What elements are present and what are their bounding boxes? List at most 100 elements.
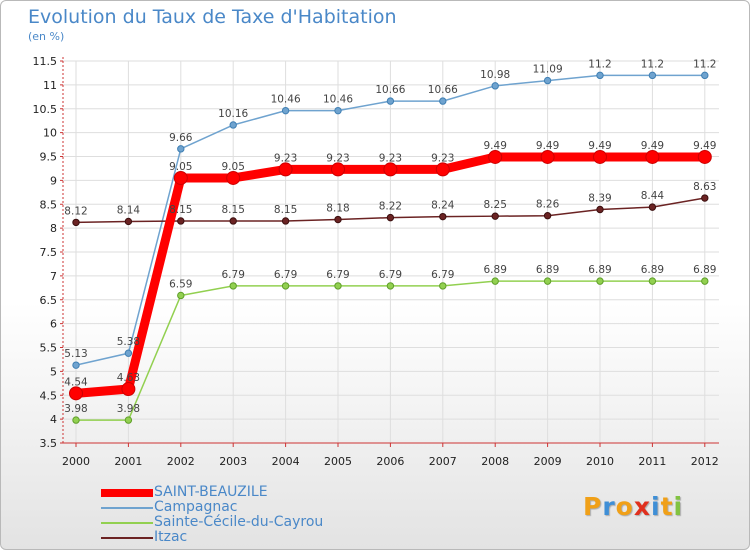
logo-letter: P	[583, 492, 603, 521]
data-label-campagnac: 11.2	[693, 58, 716, 70]
data-point-sainte-cecile	[543, 277, 552, 285]
data-label-saint-beauzile: 9.49	[588, 140, 611, 152]
data-point-campagnac	[281, 106, 290, 115]
x-tick-label: 2007	[429, 455, 457, 468]
data-label-itzac: 8.25	[484, 199, 507, 211]
x-tick-label: 2000	[62, 455, 90, 468]
data-point-itzac	[177, 217, 185, 225]
x-tick-label: 2004	[272, 455, 300, 468]
data-label-itzac: 8.14	[117, 204, 141, 216]
data-point-itzac	[491, 212, 499, 220]
data-label-sainte-cecile: 6.89	[641, 264, 664, 276]
chart-title: Evolution du Taux de Taxe d'Habitation	[28, 6, 397, 28]
data-point-saint-beauzile	[121, 382, 136, 397]
data-point-itzac	[281, 217, 290, 225]
legend-swatch-campagnac	[101, 507, 153, 509]
data-label-itzac: 8.26	[536, 199, 560, 211]
data-label-sainte-cecile: 6.89	[536, 264, 559, 276]
data-point-itzac	[334, 215, 342, 224]
x-tick-label: 2008	[481, 455, 509, 468]
axes: 3.5 4 4.5 5 5.5 6 6.5 7 7.5 8 8.5 9 9.5 10 10.5 11 11.5 2…	[33, 55, 719, 468]
data-label-sainte-cecile: 6.79	[431, 269, 454, 281]
data-point-itzac	[543, 212, 552, 220]
data-label-itzac: 8.15	[222, 204, 245, 216]
legend-swatch-itzac	[101, 537, 153, 539]
y-tick-label: 11	[43, 79, 57, 92]
data-point-sainte-cecile	[281, 282, 290, 290]
data-label-saint-beauzile: 9.49	[693, 140, 716, 152]
data-label-itzac: 8.44	[641, 190, 665, 202]
data-point-saint-beauzile	[226, 170, 241, 185]
series-points	[69, 71, 712, 424]
data-point-itzac	[596, 205, 604, 214]
data-label-saint-beauzile: 9.49	[484, 140, 507, 152]
data-label-sainte-cecile: 3.98	[64, 403, 87, 415]
logo-letter: t	[660, 492, 674, 521]
data-point-sainte-cecile	[229, 282, 237, 290]
x-tick-label: 2006	[376, 455, 404, 468]
data-point-campagnac	[177, 145, 185, 153]
data-label-campagnac: 11.2	[588, 58, 611, 70]
data-label-saint-beauzile: 9.23	[326, 152, 349, 164]
y-tick-label: 3.5	[40, 437, 58, 450]
data-label-campagnac: 10.66	[428, 84, 458, 96]
data-label-sainte-cecile: 6.89	[484, 264, 507, 276]
data-point-itzac	[701, 194, 709, 202]
data-label-saint-beauzile: 9.23	[379, 152, 402, 164]
data-label-campagnac: 11.09	[533, 64, 563, 76]
data-point-saint-beauzile	[488, 149, 503, 164]
y-tick-label: 8.5	[40, 198, 58, 211]
data-label-saint-beauzile: 9.49	[641, 140, 664, 152]
data-point-itzac	[72, 218, 80, 227]
data-label-campagnac: 5.38	[117, 336, 140, 348]
logo-letter: x	[633, 492, 651, 521]
x-tick-label: 2010	[586, 455, 614, 468]
y-tick-label: 4.5	[40, 389, 58, 402]
data-point-sainte-cecile	[596, 277, 604, 285]
data-label-saint-beauzile: 4.54	[64, 376, 88, 388]
data-point-saint-beauzile	[697, 149, 712, 164]
data-point-campagnac	[648, 71, 657, 80]
data-label-saint-beauzile: 4.63	[117, 372, 140, 384]
y-tick-label: 7	[50, 270, 57, 283]
data-point-saint-beauzile	[69, 386, 83, 401]
data-label-itzac: 8.39	[588, 193, 611, 205]
data-label-itzac: 8.12	[64, 205, 87, 217]
data-point-campagnac	[72, 361, 80, 369]
data-point-campagnac	[439, 97, 447, 105]
data-label-campagnac: 10.16	[218, 108, 248, 120]
data-point-sainte-cecile	[491, 277, 499, 285]
data-point-saint-beauzile	[435, 162, 450, 177]
data-point-saint-beauzile	[593, 149, 607, 164]
y-tick-label: 9	[50, 174, 57, 187]
data-label-itzac: 8.22	[379, 201, 402, 213]
data-label-itzac: 8.24	[431, 200, 455, 212]
data-point-saint-beauzile	[331, 162, 345, 177]
data-point-campagnac	[386, 97, 395, 105]
data-point-sainte-cecile	[648, 277, 657, 285]
x-tick-label: 2003	[219, 455, 247, 468]
data-label-sainte-cecile: 6.79	[379, 269, 402, 281]
data-point-sainte-cecile	[124, 416, 133, 424]
chart-subtitle: (en %)	[28, 30, 65, 43]
y-tick-label: 5	[50, 365, 57, 378]
x-tick-label: 2012	[691, 455, 719, 468]
data-label-itzac: 8.15	[169, 204, 192, 216]
data-label-sainte-cecile: 6.79	[326, 269, 349, 281]
y-tick-label: 7.5	[40, 246, 58, 259]
logo-letter: i	[673, 492, 684, 521]
legend-label: Sainte-Cécile-du-Cayrou	[154, 514, 324, 530]
data-label-campagnac: 11.2	[641, 58, 664, 70]
y-tick-label: 11.5	[33, 55, 58, 68]
legend-label: Itzac	[154, 529, 188, 545]
legend-label: SAINT-BEAUZILE	[154, 484, 268, 500]
logo-letter: o	[615, 492, 634, 521]
data-label-campagnac: 10.98	[480, 69, 510, 81]
y-tick-label: 6	[50, 318, 57, 331]
y-tick-label: 5.5	[40, 342, 58, 355]
data-point-saint-beauzile	[278, 162, 293, 177]
legend-swatch-sainte-cecile	[101, 522, 153, 524]
data-label-campagnac: 10.46	[271, 94, 301, 106]
